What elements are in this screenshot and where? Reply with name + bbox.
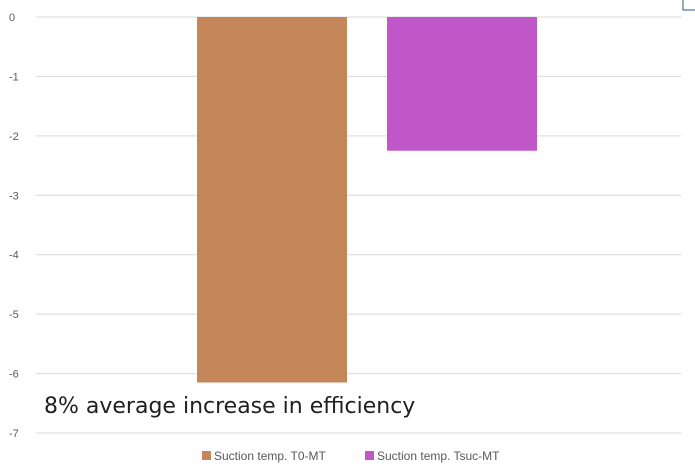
y-tick-label: -2 [9, 131, 19, 143]
legend-label: Suction temp. Tsuc-MT [377, 449, 500, 463]
bars [197, 17, 537, 383]
y-tick-label: -4 [9, 250, 19, 262]
y-tick-label: -7 [9, 428, 19, 440]
legend-label: Suction temp. T0-MT [214, 449, 326, 463]
y-tick-label: -5 [9, 309, 19, 321]
y-tick-label: -1 [9, 71, 19, 83]
legend-swatch [202, 451, 211, 460]
y-tick-label: -6 [9, 369, 19, 381]
legend: Suction temp. T0-MT Suction temp. Tsuc-MT [202, 449, 500, 463]
gridlines [36, 16, 681, 434]
y-axis-tick-labels: 0 -1 -2 -3 -4 -5 -6 -7 [9, 12, 19, 440]
bar-series-1 [197, 17, 347, 383]
corner-frame-mark [682, 0, 695, 11]
bar-series-2 [387, 17, 537, 151]
y-tick-label: 0 [9, 12, 15, 24]
annotation-text: 8% average increase in efficiency [44, 394, 415, 419]
legend-swatch [365, 451, 374, 460]
y-tick-label: -3 [9, 190, 19, 202]
